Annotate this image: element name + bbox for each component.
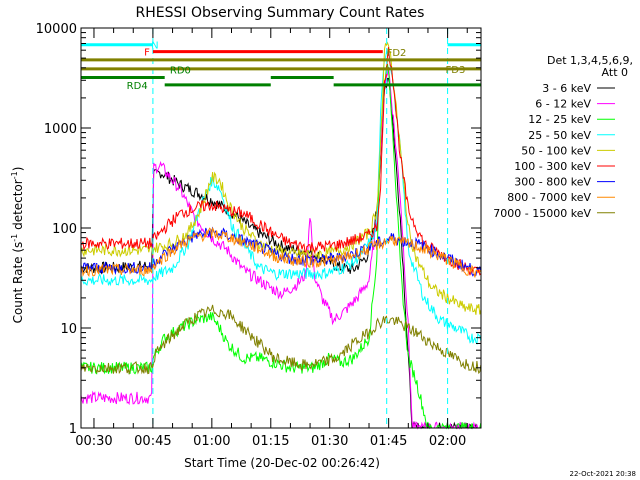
x-tick-label: 02:00 (429, 434, 466, 449)
flag-label: N (151, 41, 158, 52)
flag-label: FD2 (387, 48, 407, 59)
flag-label: FD3 (446, 65, 466, 76)
legend-entry-label: 25 - 50 keV (528, 129, 591, 142)
series-line (80, 226, 482, 278)
chart-title: RHESSI Observing Summary Count Rates (136, 5, 425, 21)
legend-entry-label: 12 - 25 keV (528, 113, 591, 126)
legend-entry-label: 7000 - 15000 keV (493, 207, 591, 220)
x-tick-label: 01:45 (370, 434, 407, 449)
x-tick-label: 00:45 (134, 434, 171, 449)
legend-entry-label: 300 - 800 keV (514, 176, 591, 189)
legend-entry-label: 3 - 6 keV (542, 82, 591, 95)
series-line (80, 304, 482, 376)
legend-entry-label: 50 - 100 keV (521, 144, 591, 157)
series-line (80, 47, 482, 345)
flag-label: RD0 (170, 65, 191, 76)
y-tick-label: 1000 (44, 122, 77, 137)
legend: Det 1,3,4,5,6,9, Att 0 3 - 6 keV 6 - 12 k… (493, 54, 633, 220)
footer-date: 22-Oct-2021 20:38 (570, 470, 636, 478)
x-tick-label: 01:30 (311, 434, 348, 449)
y-tick-label: 10 (60, 322, 77, 337)
legend-header-2: Att 0 (602, 66, 628, 79)
y-axis-label: Count Rate (s-1 detector-1) (10, 167, 25, 324)
legend-entry-label: 800 - 7000 keV (507, 191, 591, 204)
legend-header-1: Det 1,3,4,5,6,9, (547, 54, 633, 67)
series-line (80, 66, 482, 430)
x-tick-label: 01:15 (252, 434, 289, 449)
plot-layer: NF FD2 FD3 RD0 RD4 (80, 28, 482, 430)
axes-layer: 1 10 100 1000 10000 00:30 00:45 01:00 01:15 01:30… (36, 22, 482, 449)
legend-entry-label: 6 - 12 keV (535, 98, 591, 111)
x-tick-label: 00:30 (75, 434, 112, 449)
y-tick-label: 100 (52, 222, 77, 237)
series-line (80, 47, 482, 276)
x-axis-label: Start Time (20-Dec-02 00:26:42) (184, 456, 380, 470)
y-tick-label: 10000 (36, 22, 77, 37)
flag-label: RD4 (127, 81, 148, 92)
legend-entry-label: 100 - 300 keV (514, 160, 591, 173)
flag-label: F (144, 48, 150, 59)
y-tick-label: 1 (69, 422, 77, 437)
x-tick-label: 01:00 (193, 434, 230, 449)
